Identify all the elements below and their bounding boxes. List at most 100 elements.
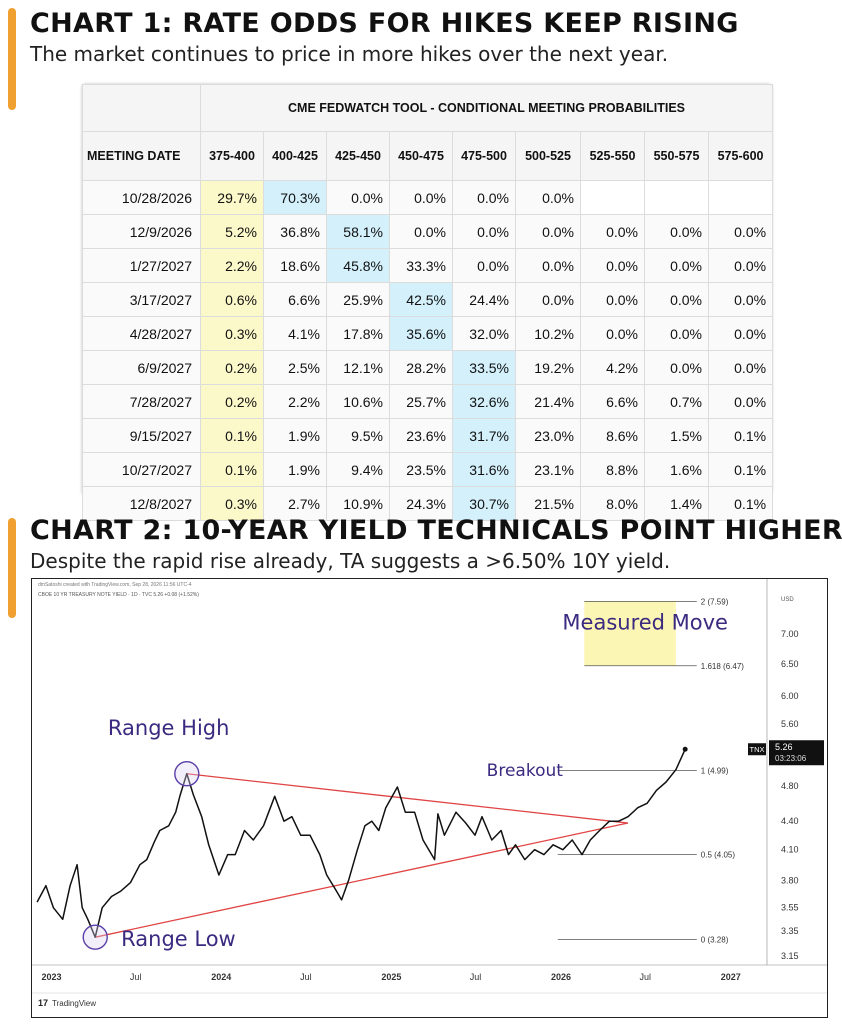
- probability-cell: 0.7%: [644, 384, 709, 419]
- annotation-breakout: Breakout: [487, 761, 564, 781]
- probability-cell: 0.0%: [644, 316, 709, 351]
- probability-cell: 17.8%: [326, 316, 390, 351]
- probability-cell: 23.1%: [515, 452, 581, 487]
- column-header-475-500: 475-500: [452, 131, 516, 181]
- probability-cell: 2.2%: [263, 384, 327, 419]
- y-tick-label: 4.10: [781, 845, 799, 855]
- probability-cell: 1.9%: [263, 418, 327, 453]
- table-row: 12/9/2026 5.2% 36.8% 58.1% 0.0% 0.0% 0.0% 0.0% 0…: [82, 214, 774, 249]
- probability-cell: 23.0%: [515, 418, 581, 453]
- column-header-meeting-date: MEETING DATE: [82, 131, 201, 181]
- probability-cell: 0.0%: [707, 316, 774, 351]
- probability-cell: 0.0%: [707, 384, 774, 419]
- probability-cell: 8.6%: [580, 418, 645, 453]
- meeting-date-cell: 10/27/2027: [82, 452, 201, 487]
- table-row: 7/28/2027 0.2% 2.2% 10.6% 25.7% 32.6% 21.4% 6.6…: [82, 384, 774, 419]
- table-title: CME FEDWATCH TOOL - CONDITIONAL MEETING …: [199, 84, 774, 132]
- probability-cell: 19.2%: [515, 350, 581, 385]
- probability-cell: 0.1%: [200, 452, 264, 487]
- series-label: CBOE 10 YR TREASURY NOTE YIELD · 1D · TV…: [38, 592, 199, 598]
- probability-cell: 0.0%: [580, 282, 645, 317]
- currency-label: USD: [781, 597, 794, 603]
- probability-cell: 32.0%: [452, 316, 516, 351]
- annotation-range-low: Range Low: [121, 927, 236, 951]
- annotation-measured-move: Measured Move: [562, 610, 728, 634]
- probability-cell: 0.0%: [515, 214, 581, 249]
- probability-cell: 28.2%: [389, 350, 453, 385]
- probability-cell: 21.5%: [515, 486, 581, 521]
- last-value: 5.26: [775, 742, 793, 752]
- probability-cell: 35.6%: [389, 316, 453, 351]
- y-tick-label: 3.15: [781, 951, 799, 961]
- probability-cell: 0.2%: [200, 350, 264, 385]
- y-tick-label: 6.50: [781, 659, 799, 669]
- probability-cell: 0.1%: [707, 452, 774, 487]
- meeting-date-cell: 12/8/2027: [82, 486, 201, 521]
- probability-cell: 18.6%: [263, 248, 327, 283]
- y-tick-label: 3.55: [781, 903, 799, 913]
- watermark-text: dmSatoshi created with TradingView.com, …: [38, 582, 192, 588]
- x-tick-label: Jul: [300, 972, 312, 982]
- last-point-marker: [682, 746, 688, 752]
- probability-cell: 33.5%: [452, 350, 516, 385]
- column-header-550-575: 550-575: [644, 131, 709, 181]
- range-high-circle: [174, 761, 200, 787]
- meeting-date-cell: 9/15/2027: [82, 418, 201, 453]
- probability-cell: 4.2%: [580, 350, 645, 385]
- y-tick-label: 6.00: [781, 691, 799, 701]
- probability-cell: 0.0%: [452, 248, 516, 283]
- probability-cell: 29.7%: [200, 180, 264, 215]
- fib-level-label: 0 (3.28): [701, 936, 729, 945]
- probability-cell: 0.1%: [707, 486, 774, 521]
- chart2-title: CHART 2: 10-YEAR YIELD TECHNICALS POINT …: [30, 515, 842, 546]
- probability-cell: 21.4%: [515, 384, 581, 419]
- table-row: 10/28/2026 29.7% 70.3% 0.0% 0.0% 0.0% 0.0%: [82, 180, 774, 215]
- accent-bar-1: [8, 8, 16, 110]
- probability-cell: 0.0%: [707, 214, 774, 249]
- probability-cell: 1.6%: [644, 452, 709, 487]
- probability-cell: 0.0%: [515, 248, 581, 283]
- fib-level-label: 2 (7.59): [701, 597, 729, 606]
- probability-cell: 0.0%: [515, 180, 581, 215]
- probability-cell: 36.8%: [263, 214, 327, 249]
- probability-cell: 42.5%: [389, 282, 453, 317]
- y-tick-label: 4.80: [781, 781, 799, 791]
- yield-series-line: [36, 748, 686, 938]
- meeting-date-cell: 4/28/2027: [82, 316, 201, 351]
- yield-chart: 2 (7.59) 1.618 (6.47) 1 (4.99) 0.5 (4.05) 0 …: [31, 578, 828, 1018]
- x-tick-label: 2025: [381, 972, 401, 982]
- column-header-425-450: 425-450: [326, 131, 390, 181]
- probability-cell: 31.6%: [452, 452, 516, 487]
- probability-cell: 1.5%: [644, 418, 709, 453]
- y-tick-label: 3.80: [781, 875, 799, 885]
- probability-cell: 0.6%: [200, 282, 264, 317]
- fedwatch-table: CME FEDWATCH TOOL - CONDITIONAL MEETING …: [82, 84, 774, 521]
- y-tick-label: 7.00: [781, 629, 799, 639]
- probability-cell: 32.6%: [452, 384, 516, 419]
- probability-cell: 8.8%: [580, 452, 645, 487]
- probability-cell: [580, 180, 645, 215]
- x-tick-label: Jul: [470, 972, 482, 982]
- probability-cell: 2.7%: [263, 486, 327, 521]
- trendline-lower: [95, 822, 629, 938]
- probability-cell: [707, 180, 774, 215]
- probability-cell: 0.1%: [707, 418, 774, 453]
- table-corner: [82, 84, 201, 132]
- probability-cell: 9.4%: [326, 452, 390, 487]
- probability-cell: 0.2%: [200, 384, 264, 419]
- probability-cell: 10.2%: [515, 316, 581, 351]
- x-tick-label: Jul: [130, 972, 142, 982]
- meeting-date-cell: 1/27/2027: [82, 248, 201, 283]
- x-tick-label: Jul: [639, 972, 651, 982]
- table-row: 10/27/2027 0.1% 1.9% 9.4% 23.5% 31.6% 23.1% 8.8…: [82, 452, 774, 487]
- probability-cell: 0.0%: [326, 180, 390, 215]
- probability-cell: 10.6%: [326, 384, 390, 419]
- y-tick-label: 4.40: [781, 816, 799, 826]
- probability-cell: 58.1%: [326, 214, 390, 249]
- probability-cell: 0.3%: [200, 316, 264, 351]
- probability-cell: 2.2%: [200, 248, 264, 283]
- table-row: 3/17/2027 0.6% 6.6% 25.9% 42.5% 24.4% 0.0% 0.0%…: [82, 282, 774, 317]
- last-value-badge: [769, 740, 824, 766]
- probability-cell: 6.6%: [263, 282, 327, 317]
- symbol-label: TNX: [750, 745, 765, 754]
